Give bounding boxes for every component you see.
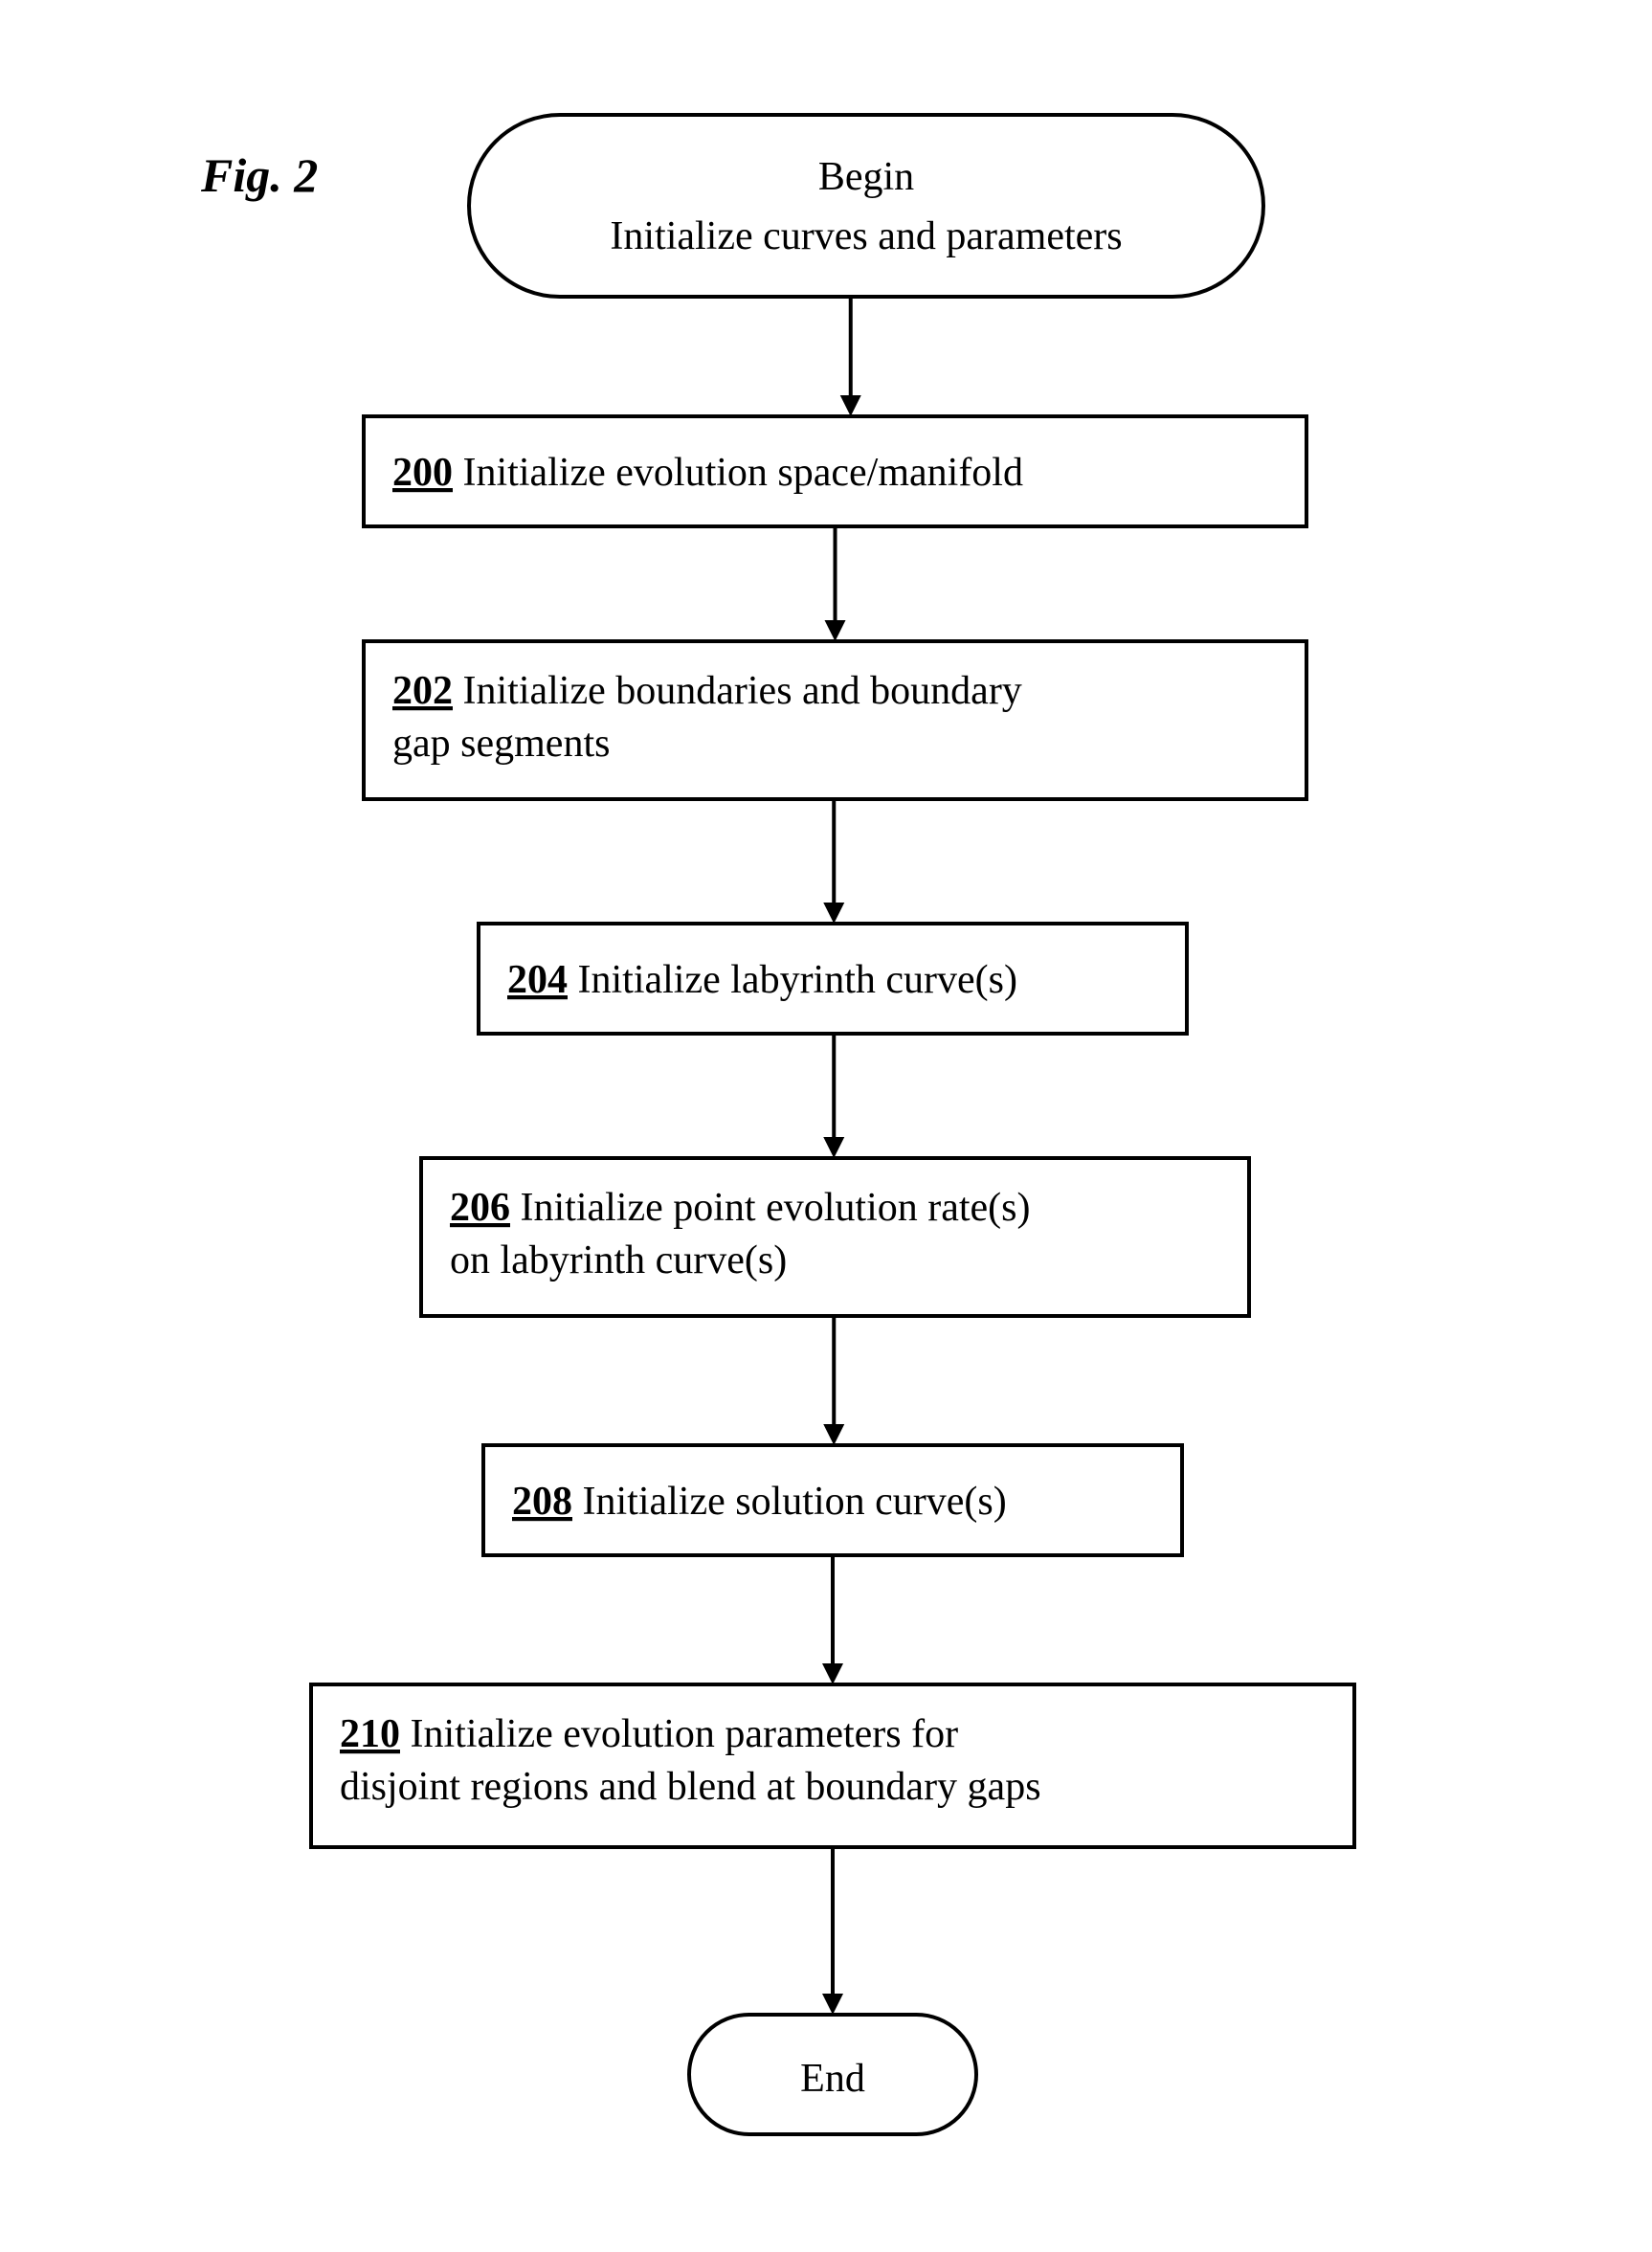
flow-node-text: 206 Initialize point evolution rate(s) xyxy=(450,1186,1031,1230)
flow-node-s206: 206 Initialize point evolution rate(s) on… xyxy=(421,1158,1249,1316)
flow-node-shape xyxy=(469,115,1263,297)
flow-node-text: Initialize curves and parameters xyxy=(610,214,1122,258)
flow-node-text: 208 Initialize solution curve(s) xyxy=(512,1480,1007,1524)
flow-node-text: disjoint regions and blend at boundary g… xyxy=(340,1765,1041,1809)
flow-node-s210: 210 Initialize evolution parameters for d… xyxy=(311,1684,1354,1847)
step-number: 204 xyxy=(507,958,568,1002)
step-number: 202 xyxy=(392,669,453,713)
flow-node-text: End xyxy=(800,2057,865,2101)
flow-node-text: 202 Initialize boundaries and boundary xyxy=(392,669,1022,713)
flow-node-shape xyxy=(364,641,1306,799)
step-text: Initialize labyrinth curve(s) xyxy=(568,958,1017,1002)
canvas-bg xyxy=(0,0,1652,2252)
flow-node-s200: 200 Initialize evolution space/manifold xyxy=(364,416,1306,526)
flow-node-text: 210 Initialize evolution parameters for xyxy=(340,1712,958,1756)
step-text: Initialize evolution parameters for xyxy=(400,1712,958,1756)
step-text: Initialize evolution space/manifold xyxy=(453,451,1023,495)
flow-node-end: End xyxy=(689,2015,976,2134)
flow-node-text: on labyrinth curve(s) xyxy=(450,1238,787,1282)
flowchart-svg: Fig. 2 Begin Initialize curves and paramet… xyxy=(0,0,1652,2252)
step-number: 208 xyxy=(512,1480,572,1524)
step-text: Initialize boundaries and boundary xyxy=(453,669,1022,713)
flow-node-s202: 202 Initialize boundaries and boundary ga… xyxy=(364,641,1306,799)
flow-node-s208: 208 Initialize solution curve(s) xyxy=(483,1445,1182,1555)
flow-node-text: 204 Initialize labyrinth curve(s) xyxy=(507,958,1017,1002)
step-number: 210 xyxy=(340,1712,400,1756)
step-number: 200 xyxy=(392,451,453,495)
step-number: 206 xyxy=(450,1186,510,1230)
flow-node-shape xyxy=(421,1158,1249,1316)
flow-node-begin: Begin Initialize curves and parameters xyxy=(469,115,1263,297)
step-text: Initialize solution curve(s) xyxy=(572,1480,1007,1524)
flow-node-text: gap segments xyxy=(392,722,610,766)
flow-node-text: 200 Initialize evolution space/manifold xyxy=(392,451,1023,495)
flow-node-text: Begin xyxy=(818,155,914,199)
figure-label: Fig. 2 xyxy=(200,148,318,202)
step-text: Initialize point evolution rate(s) xyxy=(510,1186,1031,1230)
flow-node-s204: 204 Initialize labyrinth curve(s) xyxy=(479,924,1187,1034)
